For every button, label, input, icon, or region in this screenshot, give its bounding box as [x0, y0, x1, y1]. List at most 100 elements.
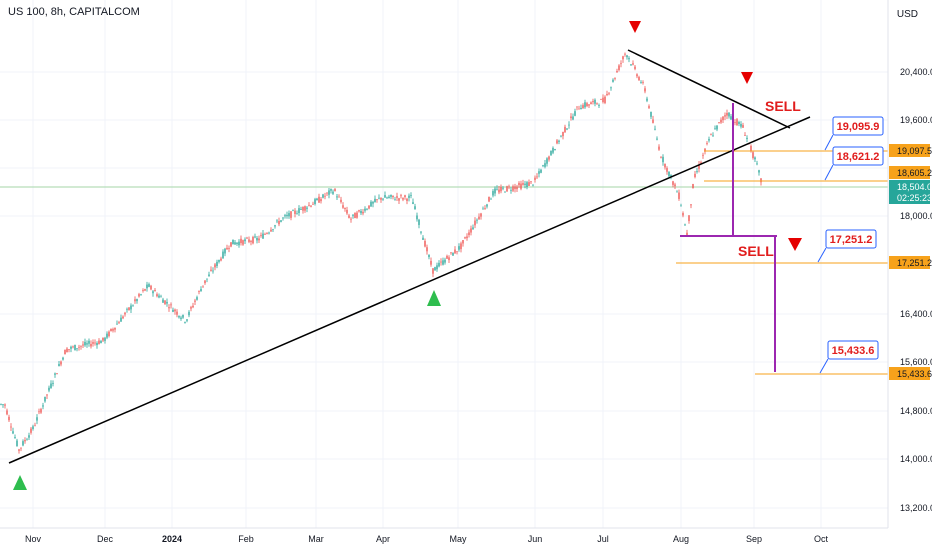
- candle-body: [472, 227, 474, 230]
- candle-body: [520, 183, 522, 189]
- candle-body: [726, 112, 728, 116]
- candle-body: [504, 191, 506, 193]
- candle-body: [280, 220, 282, 222]
- callout-pointer: [824, 134, 834, 151]
- candle-body: [20, 447, 22, 449]
- candle-body: [492, 191, 494, 196]
- candle-body: [94, 342, 96, 344]
- candle-body: [512, 186, 514, 191]
- candle-body: [208, 274, 210, 277]
- x-tick-label: May: [449, 534, 467, 544]
- candle-body: [662, 156, 664, 163]
- candle-body: [694, 173, 696, 178]
- y-tick-label: 18,000.0: [900, 211, 932, 221]
- countdown-text: 02:25:23: [897, 193, 932, 203]
- candle-body: [658, 146, 660, 150]
- symbol-title[interactable]: US 100, 8h, CAPITALCOM: [8, 6, 140, 18]
- candle-body: [240, 238, 242, 244]
- candle-body: [668, 171, 670, 177]
- candle-body: [506, 186, 508, 192]
- candle-body: [190, 307, 192, 309]
- price-axis[interactable]: 20,400.0 19,600.0 18,000.0 16,400.0 15,6…: [887, 0, 932, 528]
- candle-body: [366, 209, 368, 211]
- candle-body: [642, 82, 644, 83]
- candle-body: [118, 322, 120, 324]
- candle-body: [218, 259, 220, 262]
- candle-body: [54, 373, 56, 375]
- candle-body: [388, 196, 390, 198]
- candle-body: [176, 311, 178, 315]
- x-tick-label: Jul: [597, 534, 609, 544]
- candle-body: [14, 437, 16, 438]
- candle-body: [434, 267, 436, 271]
- candle-body: [486, 204, 488, 207]
- candle-body: [368, 205, 370, 209]
- x-tick-label: Feb: [238, 534, 254, 544]
- candle-body: [302, 206, 304, 211]
- candle-body: [210, 269, 212, 271]
- candle-body: [128, 307, 130, 311]
- candle-body: [56, 373, 58, 375]
- candle-body: [634, 66, 636, 69]
- candle-body: [32, 426, 34, 430]
- candle-body: [348, 215, 350, 218]
- candle-body: [84, 341, 86, 346]
- trendlines: [8, 49, 811, 464]
- candle-body: [518, 182, 520, 186]
- candle-body: [462, 240, 464, 244]
- callout-pointer: [817, 247, 827, 263]
- level-price-tag: [889, 367, 930, 380]
- level-price-tag-text: 18,605.2: [897, 168, 932, 178]
- candle-body: [574, 111, 576, 116]
- candle-body: [414, 206, 416, 210]
- candle-body: [620, 63, 622, 65]
- callout-box: [832, 116, 884, 136]
- level-price-tag: [889, 256, 930, 269]
- candle-body: [230, 242, 232, 247]
- candle-body: [646, 98, 648, 101]
- candle-body: [364, 208, 366, 211]
- candle-body: [686, 232, 688, 236]
- candle-body: [724, 115, 726, 117]
- candle-body: [212, 270, 214, 272]
- candle-body: [628, 58, 630, 60]
- candle-body: [706, 143, 708, 144]
- candle-body: [180, 317, 182, 319]
- candle-body: [0, 403, 2, 405]
- candle-body: [418, 219, 420, 225]
- candle-body: [34, 425, 36, 427]
- callouts: 19,095.9 18,621.2 17,251.2 15,433.6: [817, 116, 884, 374]
- current-price-tag-text: 18,504.0: [897, 182, 932, 192]
- candle-body: [588, 104, 590, 106]
- candle-body: [82, 344, 84, 346]
- candle-body: [624, 53, 626, 55]
- candle-body: [602, 97, 604, 103]
- candle-body: [50, 383, 52, 388]
- candle-body: [722, 116, 724, 121]
- candle-body: [22, 441, 24, 446]
- candle-body: [592, 101, 594, 103]
- candle-body: [120, 317, 122, 322]
- candle-body: [430, 260, 432, 265]
- time-axis[interactable]: Nov Dec 2024 Feb Mar Apr May Jun Jul Aug…: [0, 527, 888, 544]
- candle-body: [72, 346, 74, 348]
- candle-body: [436, 265, 438, 270]
- candle-body: [432, 268, 434, 274]
- candle-body: [714, 128, 716, 130]
- candle-body: [652, 119, 654, 123]
- x-tick-label: Mar: [308, 534, 324, 544]
- candle-body: [24, 439, 26, 442]
- candle-body: [398, 198, 400, 201]
- candle-body: [582, 105, 584, 108]
- candle-body: [760, 178, 762, 183]
- candles: [0, 52, 762, 454]
- candle-body: [470, 228, 472, 233]
- candle-body: [632, 63, 634, 65]
- callout-box: [825, 229, 877, 249]
- candle-body: [682, 213, 684, 216]
- candle-body: [742, 125, 744, 128]
- callout-pointer: [819, 358, 829, 374]
- currency-label[interactable]: USD: [896, 9, 918, 20]
- candle-body: [108, 331, 110, 337]
